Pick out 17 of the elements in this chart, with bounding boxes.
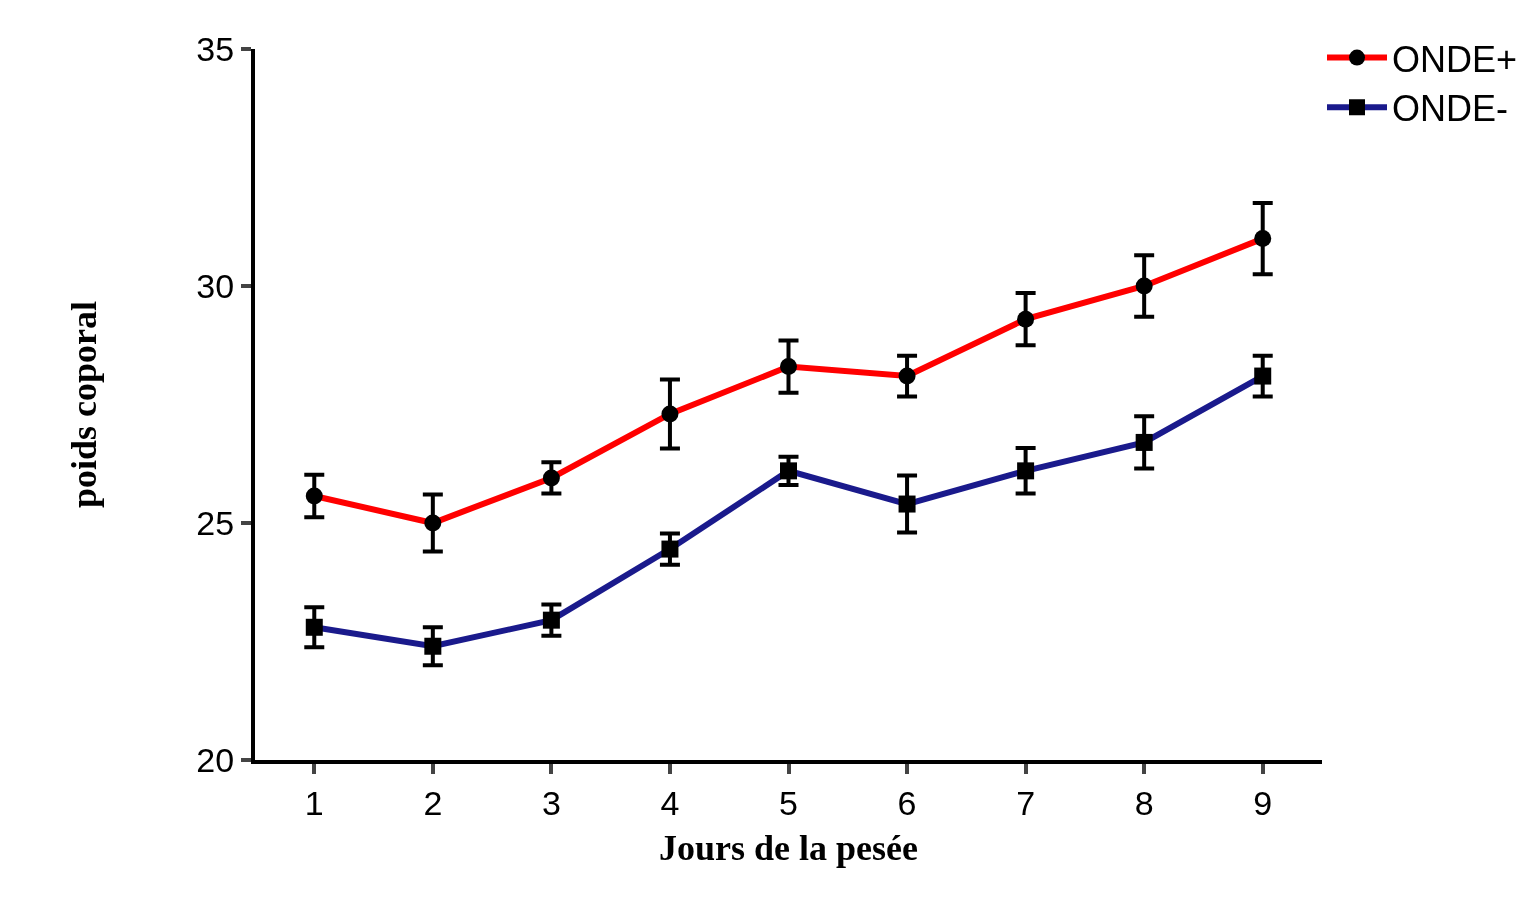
y-tick-label: 35 bbox=[196, 29, 235, 68]
x-tick-label: 9 bbox=[1253, 783, 1273, 822]
x-tick-label: 3 bbox=[541, 783, 561, 822]
legend-label: ONDE+ bbox=[1392, 38, 1518, 80]
y-tick-label: 20 bbox=[196, 740, 235, 779]
x-tick-label: 8 bbox=[1134, 783, 1154, 822]
x-tick-label: 1 bbox=[304, 783, 324, 822]
x-tick-label: 2 bbox=[423, 783, 443, 822]
y-tick-label: 30 bbox=[196, 266, 235, 305]
x-axis-title: Jours de la pesée bbox=[659, 828, 919, 868]
legend-label: ONDE- bbox=[1392, 88, 1508, 130]
y-axis-title: poids coporal bbox=[63, 300, 104, 509]
x-tick-label: 5 bbox=[779, 783, 798, 822]
y-tick-label: 25 bbox=[196, 503, 235, 542]
x-tick-label: 4 bbox=[660, 783, 680, 822]
x-tick-label: 7 bbox=[1016, 783, 1036, 822]
x-tick-label: 6 bbox=[897, 783, 917, 822]
